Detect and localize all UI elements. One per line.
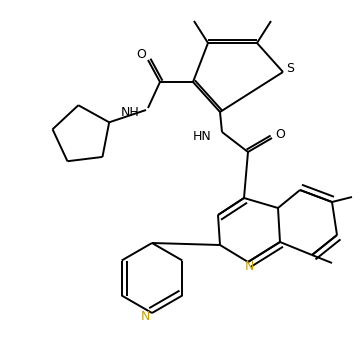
Text: S: S xyxy=(286,63,294,75)
Text: HN: HN xyxy=(193,131,212,143)
Text: O: O xyxy=(136,49,146,62)
Text: NH: NH xyxy=(120,106,139,119)
Text: N: N xyxy=(244,260,254,273)
Text: N: N xyxy=(140,309,150,323)
Text: O: O xyxy=(275,128,285,140)
